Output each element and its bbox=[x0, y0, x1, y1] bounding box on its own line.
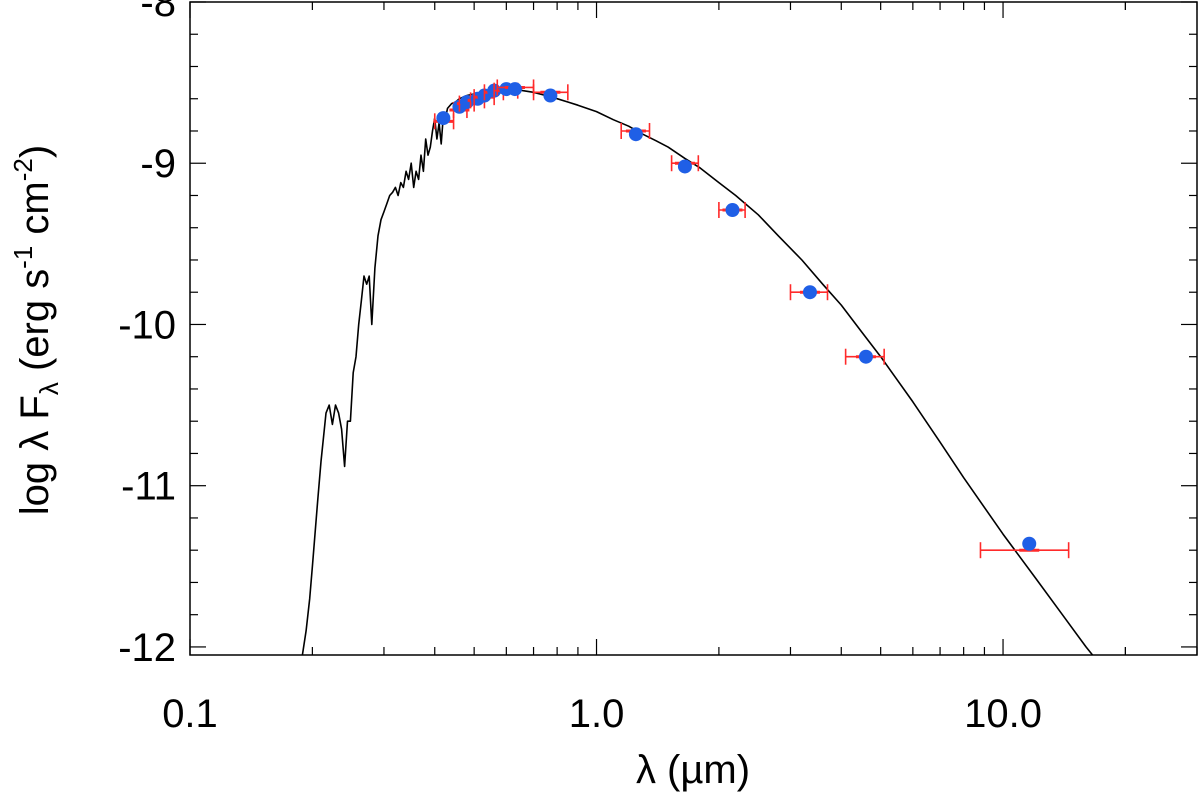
data-point-marker bbox=[1022, 536, 1037, 551]
data-point-marker bbox=[858, 349, 873, 364]
model-spectrum-line bbox=[301, 88, 1094, 655]
y-axis-title-exp2: -2 bbox=[8, 158, 38, 181]
data-point-marker bbox=[725, 202, 740, 217]
x-tick-label: 1.0 bbox=[569, 692, 625, 736]
y-axis-title-units-mid: cm bbox=[13, 181, 57, 245]
photometry-point bbox=[496, 79, 535, 97]
x-axis-title: λ (µm) bbox=[636, 748, 750, 792]
data-point-marker bbox=[628, 127, 643, 142]
photometry-point bbox=[718, 201, 746, 218]
photometry-point bbox=[620, 122, 651, 142]
data-point-marker bbox=[436, 111, 451, 126]
tick-labels: 0.1 1.0 10.0 -8 -9 -10 -11 -12 bbox=[118, 0, 1042, 736]
photometry-point bbox=[844, 348, 885, 365]
y-axis-title-subscript: λ bbox=[34, 382, 64, 395]
data-point-marker bbox=[543, 88, 558, 103]
y-axis-title-prefix: log λ F bbox=[13, 395, 57, 515]
plot-frame bbox=[189, 1, 1198, 656]
photometry-point bbox=[789, 284, 829, 301]
data-point-marker bbox=[507, 82, 522, 97]
y-tick-label: -12 bbox=[118, 626, 176, 670]
model-curve-layer bbox=[301, 88, 1094, 655]
axis-ticks bbox=[189, 1, 1198, 655]
y-tick-label: -9 bbox=[140, 142, 176, 186]
data-point-marker bbox=[677, 159, 692, 174]
y-axis-title-units-open: (erg s bbox=[13, 269, 57, 382]
y-tick-label: -11 bbox=[121, 465, 176, 509]
x-tick-label: 10.0 bbox=[964, 692, 1042, 736]
y-axis-title: log λ Fλ (erg s-1 cm-2) bbox=[8, 145, 64, 515]
photometry-layer bbox=[433, 79, 1070, 559]
y-axis-title-units-close: ) bbox=[13, 145, 57, 158]
photometry-point bbox=[532, 84, 569, 103]
y-tick-label: -10 bbox=[118, 303, 176, 347]
y-tick-label: -8 bbox=[140, 0, 176, 25]
x-tick-label: 0.1 bbox=[162, 692, 218, 736]
photometry-point bbox=[979, 536, 1070, 559]
photometry-point bbox=[670, 155, 700, 174]
data-point-marker bbox=[802, 285, 817, 300]
y-axis-title-exp1: -1 bbox=[8, 246, 38, 269]
